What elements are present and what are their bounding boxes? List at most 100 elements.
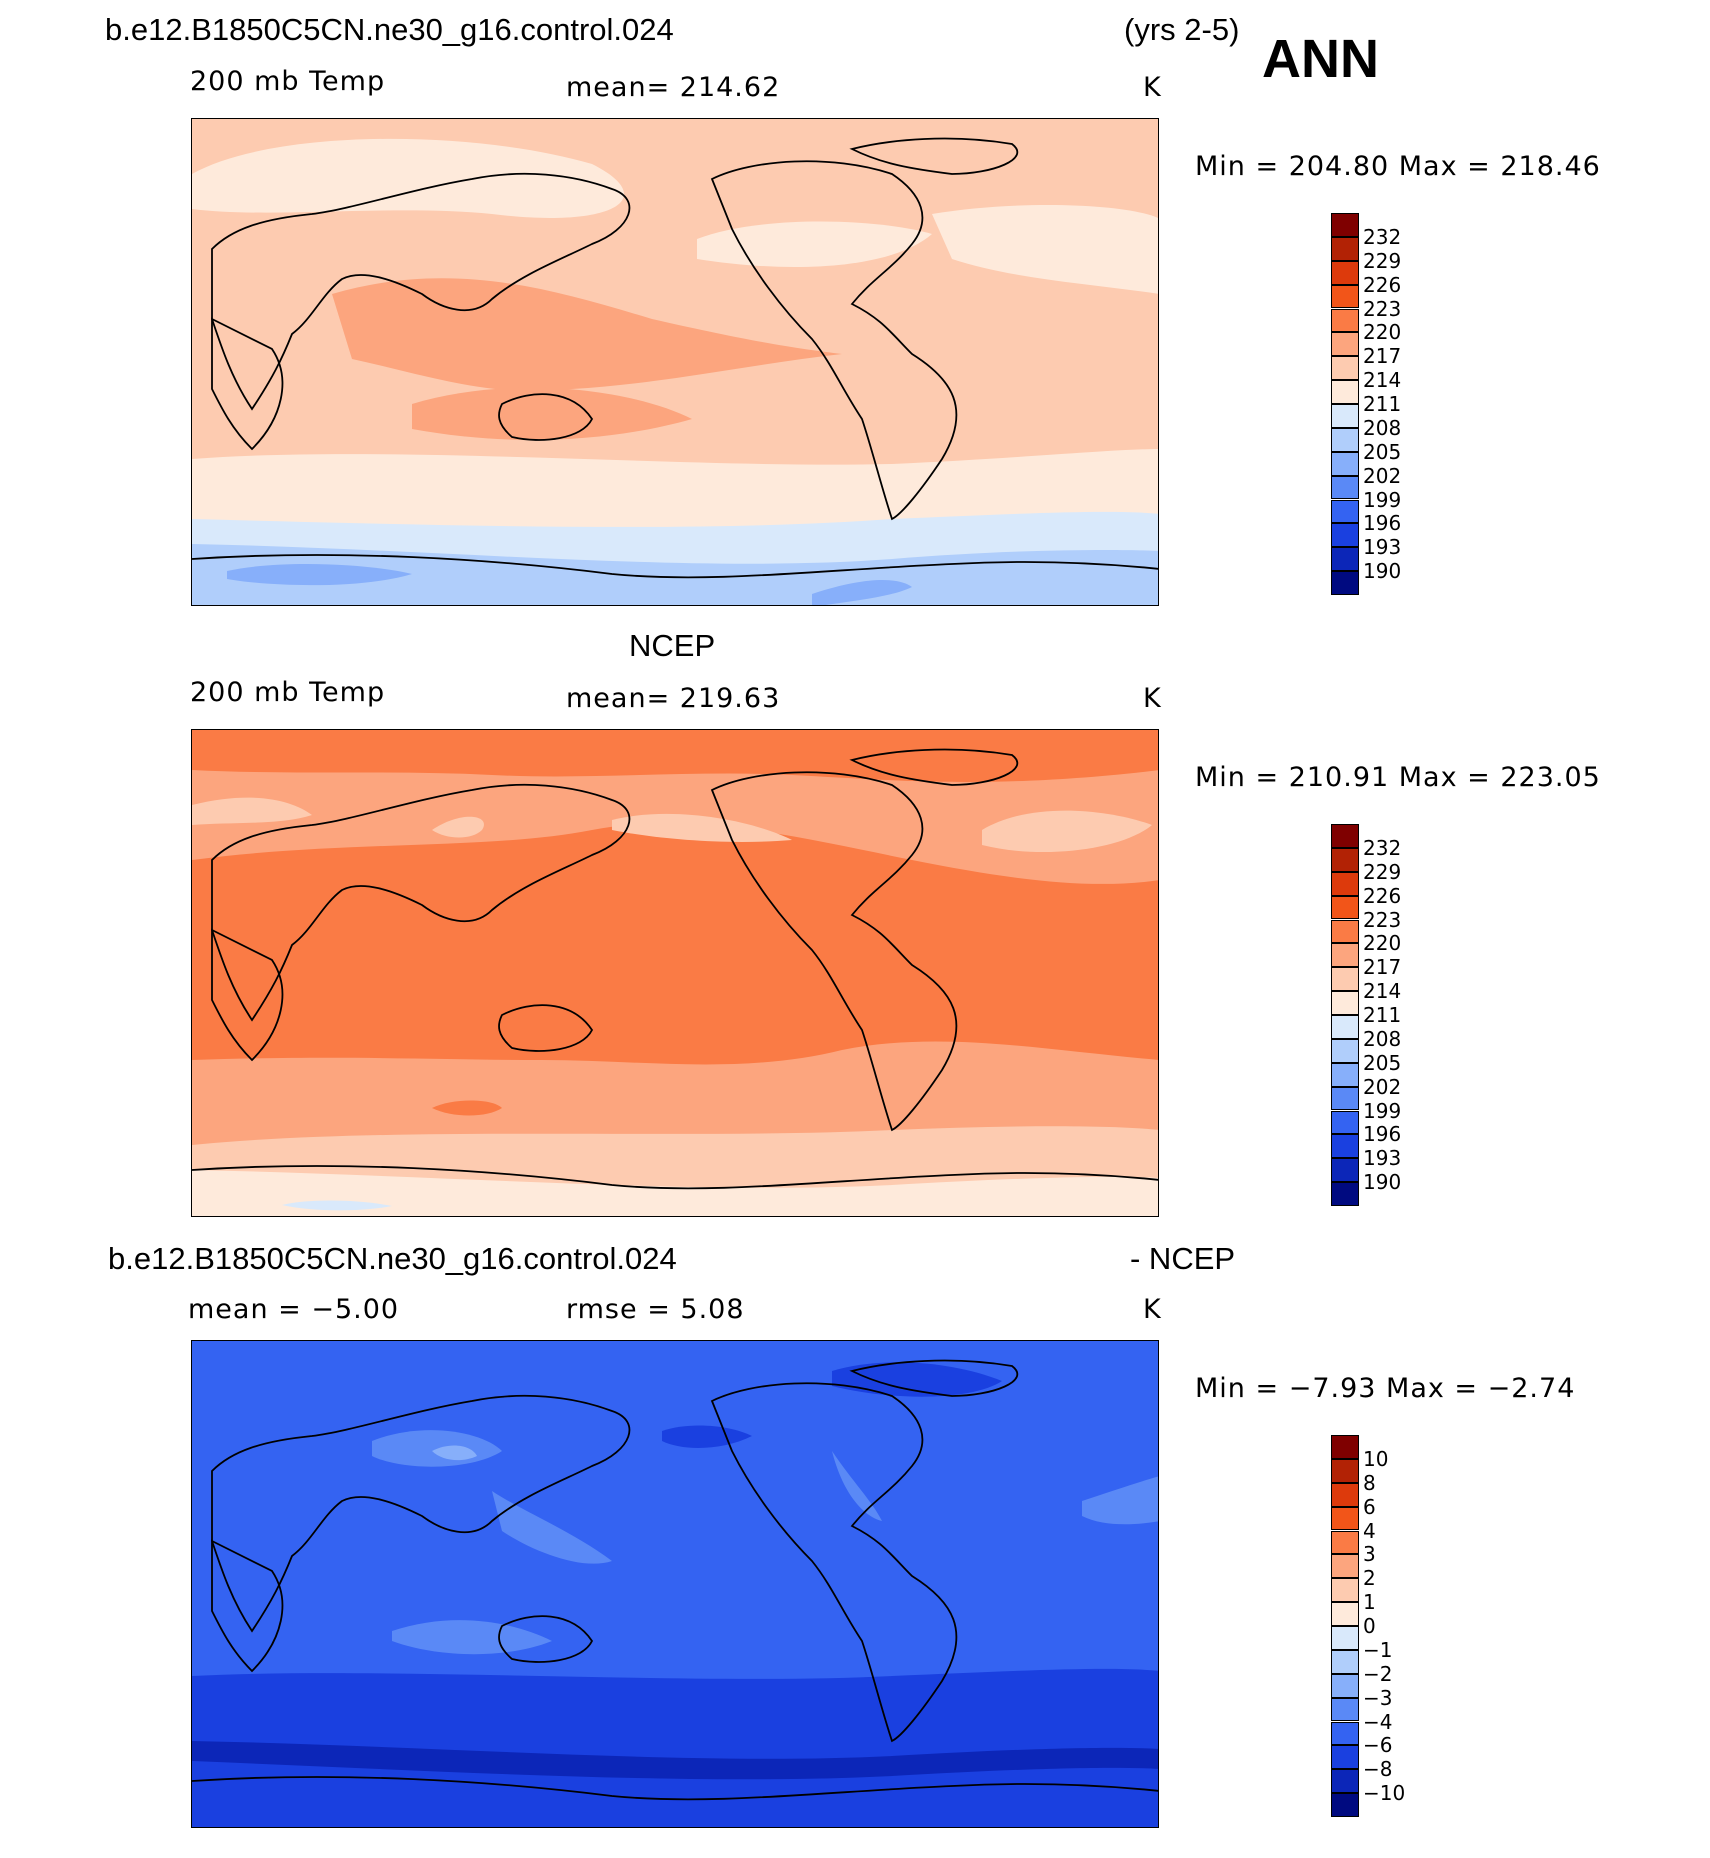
colorbar-tick-label: −1 bbox=[1363, 1637, 1393, 1662]
colorbar-swatch bbox=[1331, 1673, 1359, 1698]
colorbar-swatch bbox=[1331, 236, 1359, 261]
colorbar-ncep: 232 229 226 223 220 217 214 211 208 205 202 199 196 1… bbox=[1331, 824, 1401, 1206]
colorbar-tick-label: 8 bbox=[1363, 1470, 1376, 1495]
panel2-units: K bbox=[1143, 683, 1162, 714]
colorbar-swatch bbox=[1331, 1435, 1359, 1459]
colorbar-model-swatches bbox=[1331, 213, 1359, 595]
colorbar-tick-label: 6 bbox=[1363, 1494, 1376, 1519]
panel3-minmax: Min = −7.93 Max = −2.74 bbox=[1195, 1373, 1576, 1404]
colorbar-swatch bbox=[1331, 1554, 1359, 1579]
panel1-minmax: Min = 204.80 Max = 218.46 bbox=[1195, 151, 1601, 182]
colorbar-tick-label: 4 bbox=[1363, 1518, 1376, 1543]
panel3-rmse: rmse = 5.08 bbox=[566, 1294, 745, 1325]
panel2-title: NCEP bbox=[629, 628, 716, 663]
colorbar-tick-label: 3 bbox=[1363, 1542, 1376, 1567]
colorbar-tick-label: 190 bbox=[1363, 559, 1402, 584]
colorbar-swatch bbox=[1331, 1793, 1359, 1817]
colorbar-tick-label: −3 bbox=[1363, 1685, 1393, 1710]
colorbar-tick-label: 190 bbox=[1363, 1170, 1402, 1195]
colorbar-swatch bbox=[1331, 1602, 1359, 1626]
colorbar-tick-label: −4 bbox=[1363, 1709, 1393, 1734]
colorbar-swatch bbox=[1331, 284, 1359, 309]
colorbar-swatch bbox=[1331, 380, 1359, 404]
colorbar-swatch bbox=[1331, 967, 1359, 992]
colorbar-tick-label: 226 bbox=[1363, 272, 1402, 297]
colorbar-swatch bbox=[1331, 847, 1359, 872]
colorbar-swatch bbox=[1331, 1697, 1359, 1722]
colorbar-tick-label: 217 bbox=[1363, 955, 1402, 980]
colorbar-tick-label: 214 bbox=[1363, 368, 1402, 393]
colorbar-tick-label: −2 bbox=[1363, 1661, 1393, 1686]
colorbar-tick-label: 202 bbox=[1363, 463, 1402, 488]
map-difference-field bbox=[192, 1341, 1158, 1827]
panel3-title-left: b.e12.B1850C5CN.ne30_g16.control.024 bbox=[108, 1241, 677, 1276]
colorbar-tick-label: 226 bbox=[1363, 883, 1402, 908]
colorbar-tick-label: 1 bbox=[1363, 1590, 1376, 1615]
colorbar-swatch bbox=[1331, 260, 1359, 285]
colorbar-tick-label: 208 bbox=[1363, 1026, 1402, 1051]
colorbar-ncep-swatches bbox=[1331, 824, 1359, 1206]
colorbar-swatch bbox=[1331, 427, 1359, 452]
colorbar-swatch bbox=[1331, 1649, 1359, 1674]
colorbar-difference: 10 8 6 4 3 2 1 0 −1 −2 −3 −4 −6 −8 −10 bbox=[1331, 1435, 1405, 1817]
colorbar-swatch bbox=[1331, 571, 1359, 595]
colorbar-tick-label: 196 bbox=[1363, 511, 1402, 536]
colorbar-tick-label: 214 bbox=[1363, 979, 1402, 1004]
colorbar-swatch bbox=[1331, 943, 1359, 968]
colorbar-tick-label: 229 bbox=[1363, 248, 1402, 273]
colorbar-swatch bbox=[1331, 332, 1359, 357]
colorbar-swatch bbox=[1331, 1134, 1359, 1159]
panel3-mean: mean = −5.00 bbox=[188, 1294, 400, 1325]
colorbar-swatch bbox=[1331, 1038, 1359, 1063]
colorbar-swatch bbox=[1331, 356, 1359, 381]
colorbar-swatch bbox=[1331, 547, 1359, 572]
colorbar-swatch bbox=[1331, 404, 1359, 428]
map-model-field bbox=[192, 119, 1158, 605]
colorbar-tick-label: 220 bbox=[1363, 931, 1402, 956]
colorbar-swatch bbox=[1331, 1721, 1359, 1746]
colorbar-tick-label: 202 bbox=[1363, 1074, 1402, 1099]
panel1-units: K bbox=[1143, 72, 1162, 103]
colorbar-swatch bbox=[1331, 1769, 1359, 1794]
panel1-mean: mean= 214.62 bbox=[566, 72, 781, 103]
colorbar-swatch bbox=[1331, 895, 1359, 920]
colorbar-swatch bbox=[1331, 475, 1359, 500]
colorbar-swatch bbox=[1331, 1745, 1359, 1770]
colorbar-tick-label: 229 bbox=[1363, 859, 1402, 884]
colorbar-swatch bbox=[1331, 1530, 1359, 1555]
colorbar-model: 232 229 226 223 220 217 214 211 208 205 202 199 196 1… bbox=[1331, 213, 1401, 595]
colorbar-swatch bbox=[1331, 1578, 1359, 1603]
colorbar-tick-label: 205 bbox=[1363, 439, 1402, 464]
years-label: (yrs 2-5) bbox=[1124, 12, 1240, 47]
colorbar-tick-label: 193 bbox=[1363, 535, 1402, 560]
colorbar-swatch bbox=[1331, 213, 1359, 237]
colorbar-tick-label: 232 bbox=[1363, 224, 1402, 249]
colorbar-swatch bbox=[1331, 871, 1359, 896]
colorbar-swatch bbox=[1331, 1482, 1359, 1507]
map-panel-difference bbox=[191, 1340, 1159, 1828]
panel3-title-right: - NCEP bbox=[1130, 1241, 1236, 1276]
colorbar-swatch bbox=[1331, 308, 1359, 333]
season-label: ANN bbox=[1262, 29, 1379, 89]
colorbar-tick-label: 232 bbox=[1363, 835, 1402, 860]
colorbar-tick-label: 193 bbox=[1363, 1146, 1402, 1171]
colorbar-tick-label: 2 bbox=[1363, 1566, 1376, 1591]
colorbar-tick-label: −8 bbox=[1363, 1757, 1393, 1782]
map-ncep-field bbox=[192, 730, 1158, 1216]
colorbar-swatch bbox=[1331, 1182, 1359, 1206]
colorbar-swatch bbox=[1331, 1015, 1359, 1039]
panel2-minmax: Min = 210.91 Max = 223.05 bbox=[1195, 762, 1601, 793]
colorbar-swatch bbox=[1331, 499, 1359, 524]
colorbar-tick-label: 208 bbox=[1363, 415, 1402, 440]
colorbar-swatch bbox=[1331, 991, 1359, 1015]
colorbar-tick-label: 211 bbox=[1363, 1003, 1402, 1027]
colorbar-swatch bbox=[1331, 1086, 1359, 1111]
colorbar-tick-label: 223 bbox=[1363, 296, 1402, 321]
panel1-variable: 200 mb Temp bbox=[190, 66, 386, 97]
colorbar-swatch bbox=[1331, 451, 1359, 476]
colorbar-tick-label: 205 bbox=[1363, 1050, 1402, 1075]
panel2-mean: mean= 219.63 bbox=[566, 683, 781, 714]
colorbar-tick-label: 220 bbox=[1363, 320, 1402, 345]
colorbar-swatch bbox=[1331, 824, 1359, 848]
colorbar-difference-swatches bbox=[1331, 1435, 1359, 1817]
